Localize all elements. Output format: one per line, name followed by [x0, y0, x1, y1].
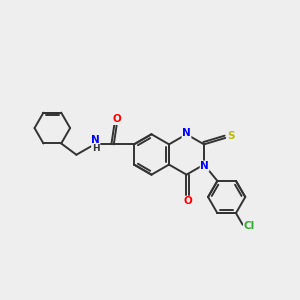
Text: S: S	[227, 131, 235, 142]
Text: N: N	[200, 161, 209, 171]
Text: N: N	[182, 128, 191, 138]
Text: H: H	[92, 144, 99, 153]
Text: O: O	[112, 114, 121, 124]
Text: O: O	[184, 196, 192, 206]
Text: N: N	[91, 135, 100, 145]
Text: Cl: Cl	[244, 220, 255, 231]
